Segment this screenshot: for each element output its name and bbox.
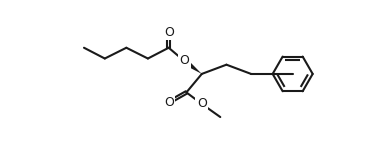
Polygon shape	[182, 58, 202, 74]
Text: O: O	[164, 96, 174, 109]
Text: O: O	[179, 54, 189, 67]
Text: O: O	[197, 97, 207, 110]
Text: O: O	[164, 26, 174, 39]
